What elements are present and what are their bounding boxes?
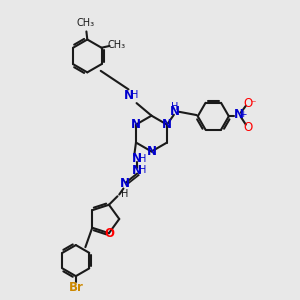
Text: H: H xyxy=(121,189,128,199)
Text: N: N xyxy=(234,108,244,121)
Text: O: O xyxy=(243,121,253,134)
Text: N: N xyxy=(120,177,130,190)
Text: CH₃: CH₃ xyxy=(77,18,95,28)
Text: N: N xyxy=(124,89,134,102)
Text: H: H xyxy=(139,154,146,164)
Text: N: N xyxy=(162,118,172,131)
Text: Br: Br xyxy=(68,281,83,294)
Text: N: N xyxy=(170,105,180,118)
Text: N: N xyxy=(146,145,157,158)
Text: N: N xyxy=(132,164,142,176)
Text: H: H xyxy=(131,90,138,100)
Text: H: H xyxy=(171,102,179,112)
Text: N: N xyxy=(132,152,142,165)
Text: +: + xyxy=(239,110,247,119)
Text: N: N xyxy=(131,118,141,131)
Text: O: O xyxy=(104,227,114,240)
Text: ⁻: ⁻ xyxy=(250,99,256,109)
Text: O: O xyxy=(243,97,253,110)
Text: H: H xyxy=(139,165,146,175)
Text: CH₃: CH₃ xyxy=(108,40,126,50)
